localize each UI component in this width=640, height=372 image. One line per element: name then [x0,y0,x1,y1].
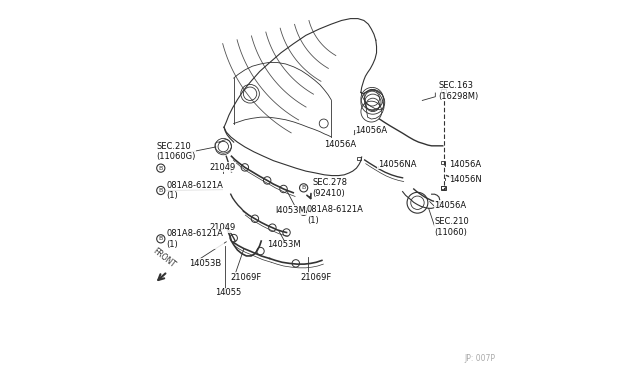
Text: 14056A: 14056A [449,160,481,169]
Text: 14056N: 14056N [449,175,482,184]
Text: 081A8-6121A
(1): 081A8-6121A (1) [167,229,223,248]
Text: 081A8-6121A
(1): 081A8-6121A (1) [167,181,223,200]
Text: SEC.210
(11060): SEC.210 (11060) [435,217,469,237]
Text: B: B [159,166,163,171]
Text: 21069F: 21069F [301,273,332,282]
Bar [441,89,445,93]
Text: 21069F: 21069F [230,273,261,282]
Text: 081A8-6121A
(1): 081A8-6121A (1) [307,205,364,225]
Bar [441,161,445,164]
Text: l4053MA: l4053MA [275,206,312,215]
Bar [441,186,445,189]
Text: 21049: 21049 [209,223,236,232]
Text: B: B [159,236,163,241]
Text: SEC.163
(16298M): SEC.163 (16298M) [438,81,479,101]
Text: B: B [159,188,163,193]
Text: SEC.278
(92410): SEC.278 (92410) [312,178,348,198]
Text: B: B [301,185,306,190]
Bar [357,157,361,160]
Text: JP: 007P: JP: 007P [465,354,495,363]
Text: 14053B: 14053B [189,259,221,268]
Bar [354,130,358,133]
Text: FRONT: FRONT [152,247,177,270]
Text: B: B [301,209,306,214]
Bar [441,186,445,190]
Text: SEC.210
(11060G): SEC.210 (11060G) [156,142,196,161]
Text: 14056NA: 14056NA [378,160,416,169]
Text: 14056A: 14056A [435,201,467,210]
Text: 14053M: 14053M [267,240,301,249]
Text: 14056A: 14056A [324,140,356,149]
Text: 14055: 14055 [215,288,241,297]
Text: 21049: 21049 [209,163,236,172]
Text: 14056A: 14056A [355,126,387,135]
